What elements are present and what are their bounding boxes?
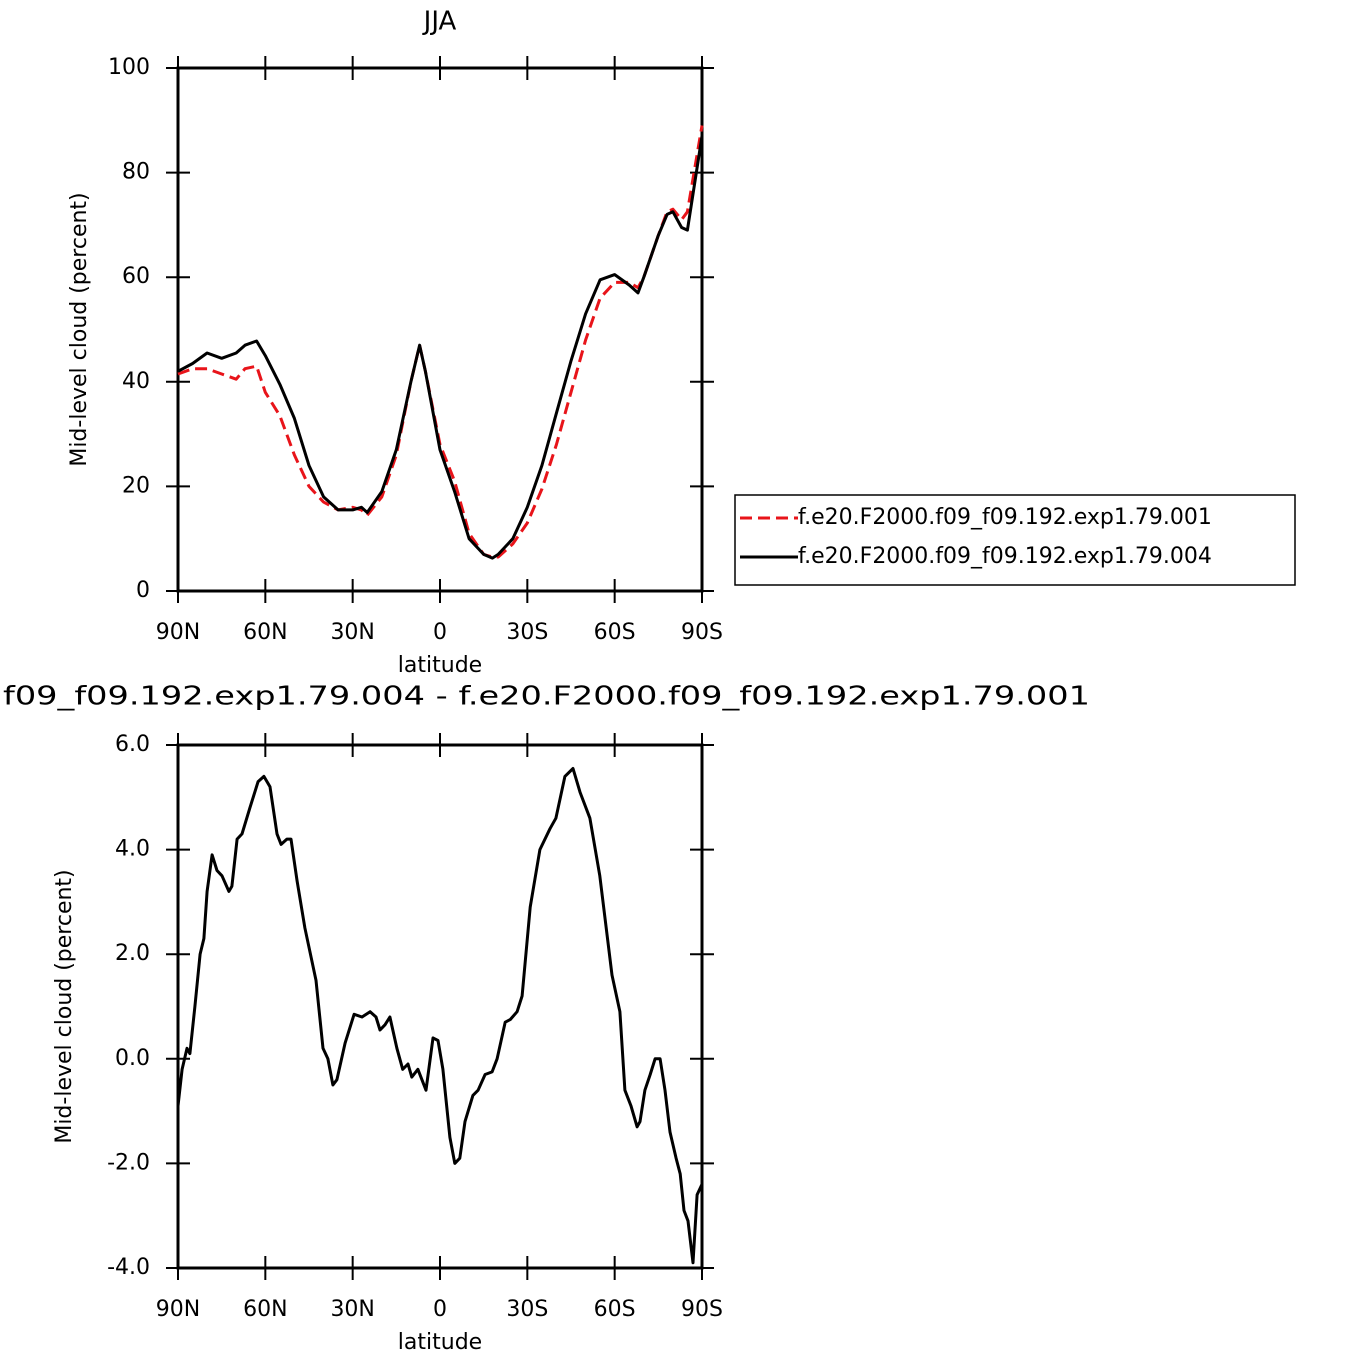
data-line — [177, 135, 704, 560]
panel: f09_f09.192.exp1.79.004 - f.e20.F2000.f0… — [3, 682, 1090, 1356]
y-tick-label: 0.0 — [115, 1046, 150, 1071]
x-tick-label: 30S — [506, 620, 548, 645]
y-tick-label: 20 — [122, 473, 150, 498]
x-tick-label: 90S — [681, 620, 723, 645]
x-tick-label: 60N — [243, 1297, 287, 1322]
legend-label: f.e20.F2000.f09_f09.192.exp1.79.004 — [798, 544, 1212, 569]
legend-box — [734, 494, 1296, 586]
x-tick-label: 0 — [433, 1297, 447, 1322]
y-tick-label: 80 — [122, 160, 150, 185]
y-tick-label: 0 — [136, 578, 150, 603]
x-tick-label: 60N — [243, 620, 287, 645]
y-tick-label: 6.0 — [115, 732, 150, 757]
y-tick-label: 2.0 — [115, 941, 150, 966]
x-tick-label: 0 — [433, 620, 447, 645]
x-tick-label: 90N — [156, 620, 200, 645]
x-tick-label: 30N — [330, 620, 374, 645]
chart-title: f09_f09.192.exp1.79.004 - f.e20.F2000.f0… — [3, 682, 1090, 712]
plot-frame — [176, 66, 704, 593]
x-tick-label: 90N — [156, 1297, 200, 1322]
x-axis-label: latitude — [398, 1330, 482, 1355]
x-axis-label: latitude — [398, 653, 482, 678]
y-tick-label: -2.0 — [107, 1150, 150, 1175]
x-tick-label: 90S — [681, 1297, 723, 1322]
x-tick-label: 60S — [594, 1297, 636, 1322]
data-line — [176, 767, 704, 1265]
y-tick-label: 60 — [122, 264, 150, 289]
y-tick-label: 40 — [122, 369, 150, 394]
x-tick-label: 30N — [330, 1297, 374, 1322]
plot-frame — [176, 743, 704, 1270]
y-tick-label: -4.0 — [107, 1255, 150, 1280]
y-tick-label: 100 — [108, 55, 150, 80]
y-tick-label: 4.0 — [115, 837, 150, 862]
legend-label: f.e20.F2000.f09_f09.192.exp1.79.001 — [798, 505, 1212, 530]
y-axis-label: Mid-level cloud (percent) — [67, 192, 92, 466]
chart-title: JJA — [422, 7, 457, 37]
x-tick-label: 60S — [594, 620, 636, 645]
y-axis-label: Mid-level cloud (percent) — [52, 869, 77, 1143]
data-line — [177, 125, 704, 559]
panel: JJA latitude Mid-level cloud (percent) 0 20 4… — [67, 7, 1296, 678]
x-tick-label: 30S — [506, 1297, 548, 1322]
